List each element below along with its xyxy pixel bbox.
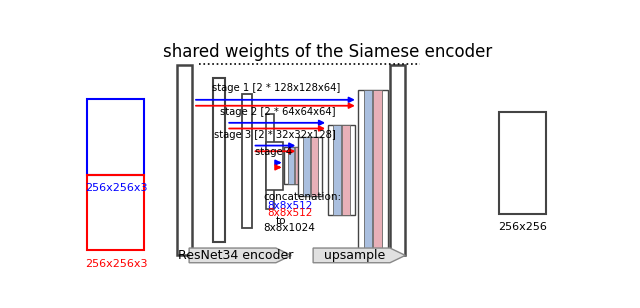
Bar [328, 125, 355, 215]
Text: 256x256: 256x256 [498, 222, 547, 232]
Bar [342, 125, 350, 215]
Text: stage 4: stage 4 [255, 148, 292, 157]
Bar [358, 90, 388, 249]
Text: stage 3 [2 * 32x32x128]: stage 3 [2 * 32x32x128] [214, 130, 336, 140]
Bar [284, 147, 304, 184]
Text: shared weights of the Siamese encoder: shared weights of the Siamese encoder [163, 43, 493, 61]
Text: stage 1 [2 * 128x128x64]: stage 1 [2 * 128x128x64] [212, 83, 340, 93]
Bar [295, 147, 301, 184]
Text: 8x8x512: 8x8x512 [268, 208, 313, 218]
Bar [242, 94, 252, 228]
Bar [298, 136, 322, 196]
Bar [364, 90, 372, 249]
Text: ResNet34 encoder: ResNet34 encoder [178, 249, 293, 262]
Bar [499, 112, 547, 214]
Bar [288, 147, 294, 184]
Bar [88, 99, 145, 175]
Text: 256x256x3: 256x256x3 [85, 183, 147, 193]
Bar [373, 90, 381, 249]
Polygon shape [189, 248, 291, 263]
Bar [266, 114, 274, 209]
Bar [333, 125, 341, 215]
Text: to: to [276, 216, 287, 226]
Bar [213, 79, 225, 242]
Bar [88, 175, 145, 250]
Bar [311, 136, 318, 196]
Polygon shape [313, 248, 405, 263]
Bar [303, 136, 310, 196]
Text: 8x8x1024: 8x8x1024 [264, 223, 316, 233]
Text: concatenation:: concatenation: [264, 192, 342, 202]
Text: 256x256x3: 256x256x3 [85, 259, 147, 269]
Bar [177, 65, 191, 255]
Text: stage 2 [2 * 64x64x64]: stage 2 [2 * 64x64x64] [220, 107, 335, 117]
Bar [390, 65, 405, 255]
Text: 8x8x512: 8x8x512 [268, 201, 313, 211]
Text: upsample: upsample [324, 249, 385, 262]
Bar [266, 143, 284, 190]
